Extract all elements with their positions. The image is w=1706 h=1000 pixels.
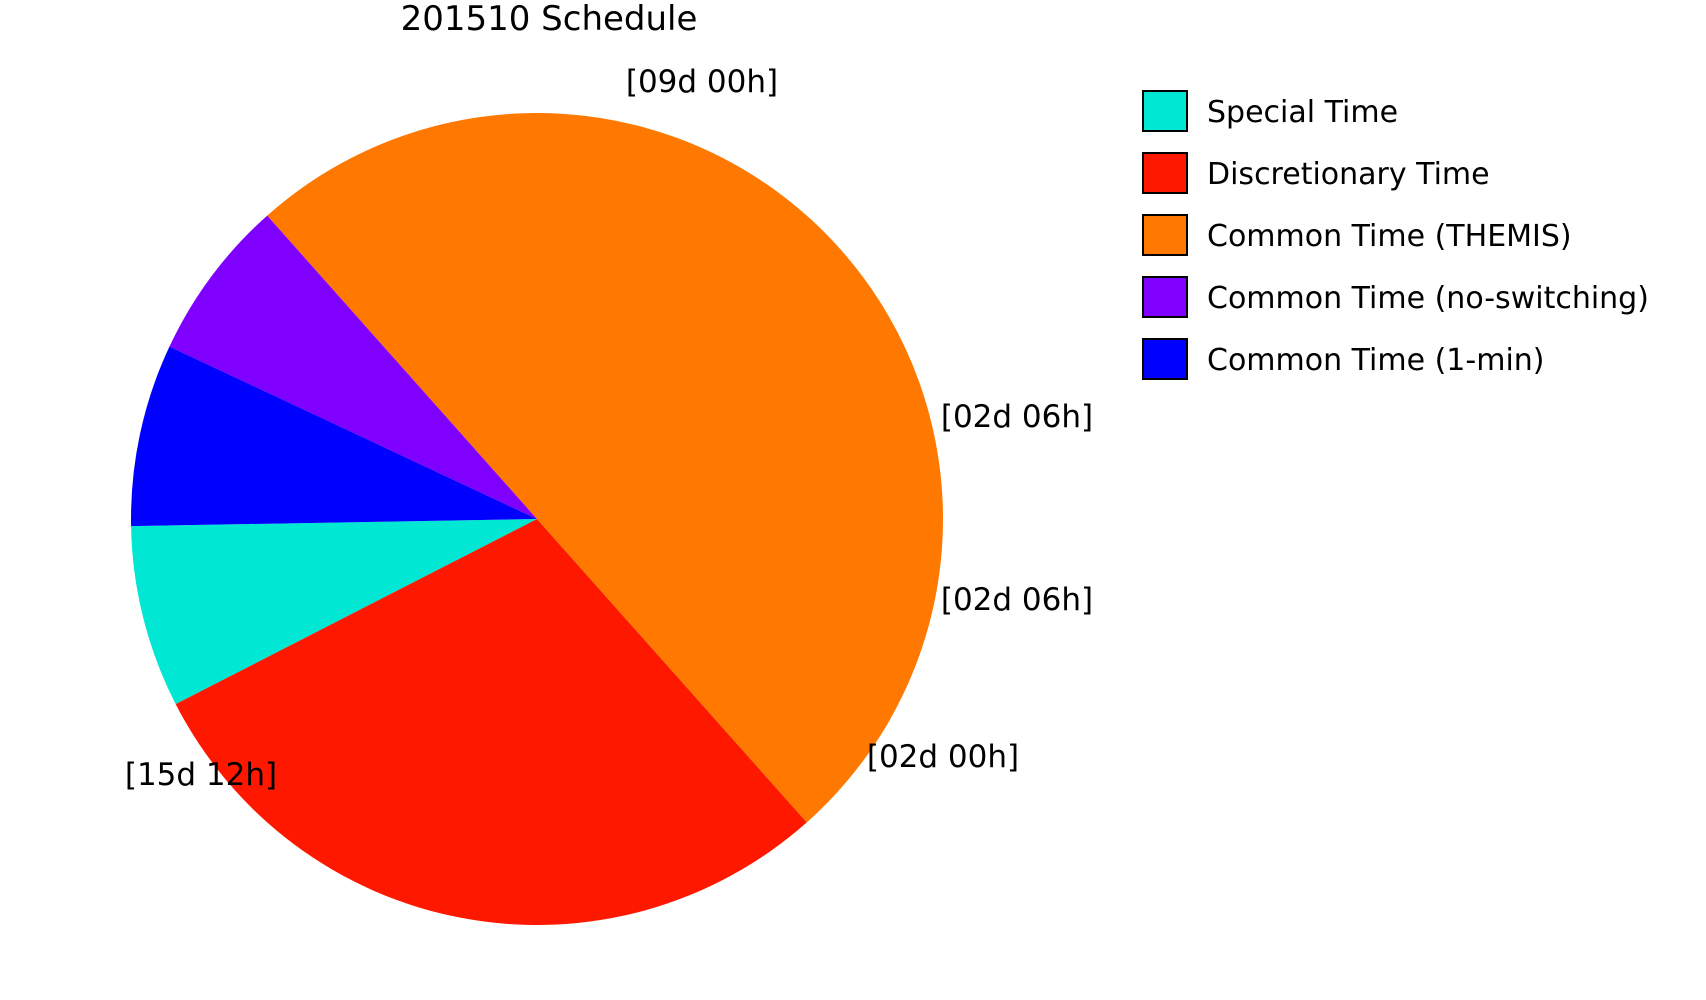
chart-title: 201510 Schedule [401,0,698,39]
legend-swatch [1142,338,1188,380]
legend-label: Common Time (1-min) [1207,343,1545,378]
legend-label: Special Time [1207,95,1398,130]
legend-item: Common Time (THEMIS) [1142,214,1572,256]
legend-swatch [1142,214,1188,256]
legend-label: Discretionary Time [1207,157,1490,192]
slice-label-3: [15d 12h] [125,757,277,793]
legend-item: Discretionary Time [1142,152,1490,194]
slice-label-4: [02d 00h] [867,739,1019,775]
legend-swatch [1142,90,1188,132]
legend-label: Common Time (THEMIS) [1207,219,1572,254]
legend: Special Time Discretionary Time Common Tim… [1142,90,1649,380]
legend-item: Common Time (1-min) [1142,338,1545,380]
legend-swatch [1142,152,1188,194]
pie-slice-2 [175,519,807,925]
slice-label-2: [09d 00h] [626,64,778,100]
slice-labels: [02d 06h] [09d 00h] [15d 12h] [02d 00h] [02d… [125,64,1093,793]
pie-slice-4 [169,215,537,519]
slice-label-5: [02d 06h] [941,582,1093,618]
legend-item: Common Time (no-switching) [1142,276,1649,318]
slice-label-1: [02d 06h] [941,399,1093,435]
pie-slice-3 [267,112,944,823]
pie-slices [131,112,944,925]
pie-slice-5 [131,346,537,527]
legend-item: Special Time [1142,90,1398,132]
pie-slice-1 [131,519,537,705]
legend-swatch [1142,276,1188,318]
legend-label: Common Time (no-switching) [1207,281,1649,316]
